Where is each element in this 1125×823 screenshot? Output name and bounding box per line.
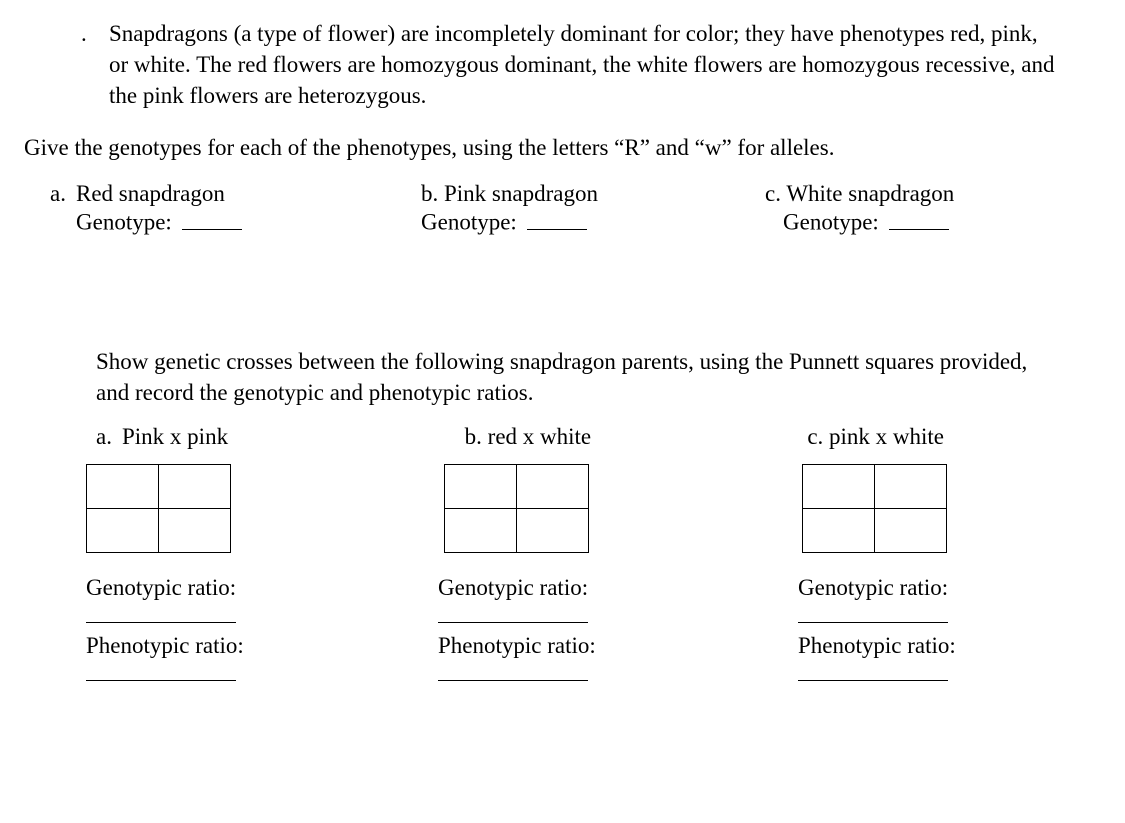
cross-labels-row: a. Pink x pink b. red x white c. pink x … bbox=[122, 424, 1101, 450]
item-label: White snapdragon bbox=[786, 181, 954, 206]
item-label: Pink snapdragon bbox=[444, 181, 598, 206]
item-letter: c. bbox=[765, 181, 781, 206]
phenotypic-ratio-blank[interactable] bbox=[798, 661, 948, 681]
phenotypic-ratio-label: Phenotypic ratio: bbox=[86, 633, 438, 659]
cross-label: Pink x pink bbox=[122, 424, 228, 449]
phenotypic-ratio-blank[interactable] bbox=[86, 661, 236, 681]
genotypic-ratio-label: Genotypic ratio: bbox=[438, 575, 798, 601]
genotypic-ratio-blank[interactable] bbox=[798, 603, 948, 623]
ratios-a: Genotypic ratio: Phenotypic ratio: bbox=[86, 575, 438, 691]
ratios-b: Genotypic ratio: Phenotypic ratio: bbox=[438, 575, 798, 691]
cross-item-c: c. pink x white bbox=[807, 424, 1101, 450]
item-letter: a. bbox=[50, 181, 66, 207]
cross-item-a: a. Pink x pink bbox=[122, 424, 465, 450]
genotypic-ratio-blank[interactable] bbox=[86, 603, 236, 623]
punnett-square-c[interactable] bbox=[802, 464, 947, 553]
phenotypic-ratio-label: Phenotypic ratio: bbox=[438, 633, 798, 659]
genotypic-ratio-blank[interactable] bbox=[438, 603, 588, 623]
item-letter: b. bbox=[465, 424, 482, 449]
item-letter: a. bbox=[96, 424, 112, 450]
cross-item-b: b. red x white bbox=[465, 424, 808, 450]
item-label: Red snapdragon bbox=[76, 181, 225, 206]
genotype-item-c: c. White snapdragon Genotype: bbox=[765, 181, 1085, 236]
genotypic-ratio-label: Genotypic ratio: bbox=[86, 575, 438, 601]
cross-label: pink x white bbox=[829, 424, 944, 449]
phenotypic-ratio-label: Phenotypic ratio: bbox=[798, 633, 1098, 659]
genotype-prompt: Give the genotypes for each of the pheno… bbox=[24, 135, 1101, 161]
genotype-item-a: a. Red snapdragon Genotype: bbox=[76, 181, 421, 236]
genotype-sublabel: Genotype: bbox=[76, 210, 172, 235]
genotype-blank[interactable] bbox=[889, 209, 949, 230]
item-letter: c. bbox=[807, 424, 823, 449]
genotypic-ratio-label: Genotypic ratio: bbox=[798, 575, 1098, 601]
genotype-item-b: b. Pink snapdragon Genotype: bbox=[421, 181, 765, 236]
punnett-row bbox=[86, 464, 1101, 553]
question-intro: . Snapdragons (a type of flower) are inc… bbox=[109, 18, 1061, 111]
ratios-c: Genotypic ratio: Phenotypic ratio: bbox=[798, 575, 1098, 691]
cross-label: red x white bbox=[488, 424, 591, 449]
question-number: . bbox=[81, 18, 87, 49]
genotype-sublabel: Genotype: bbox=[421, 210, 517, 235]
intro-text: Snapdragons (a type of flower) are incom… bbox=[109, 21, 1055, 108]
item-letter: b. bbox=[421, 181, 438, 206]
crosses-prompt: Show genetic crosses between the followi… bbox=[96, 346, 1061, 408]
punnett-square-a[interactable] bbox=[86, 464, 231, 553]
genotype-blank[interactable] bbox=[182, 209, 242, 230]
punnett-square-b[interactable] bbox=[444, 464, 589, 553]
genotype-blank[interactable] bbox=[527, 209, 587, 230]
phenotypic-ratio-blank[interactable] bbox=[438, 661, 588, 681]
ratios-row: Genotypic ratio: Phenotypic ratio: Genot… bbox=[86, 575, 1101, 691]
genotype-sublabel: Genotype: bbox=[783, 210, 879, 235]
genotype-row: a. Red snapdragon Genotype: b. Pink snap… bbox=[76, 181, 1101, 236]
